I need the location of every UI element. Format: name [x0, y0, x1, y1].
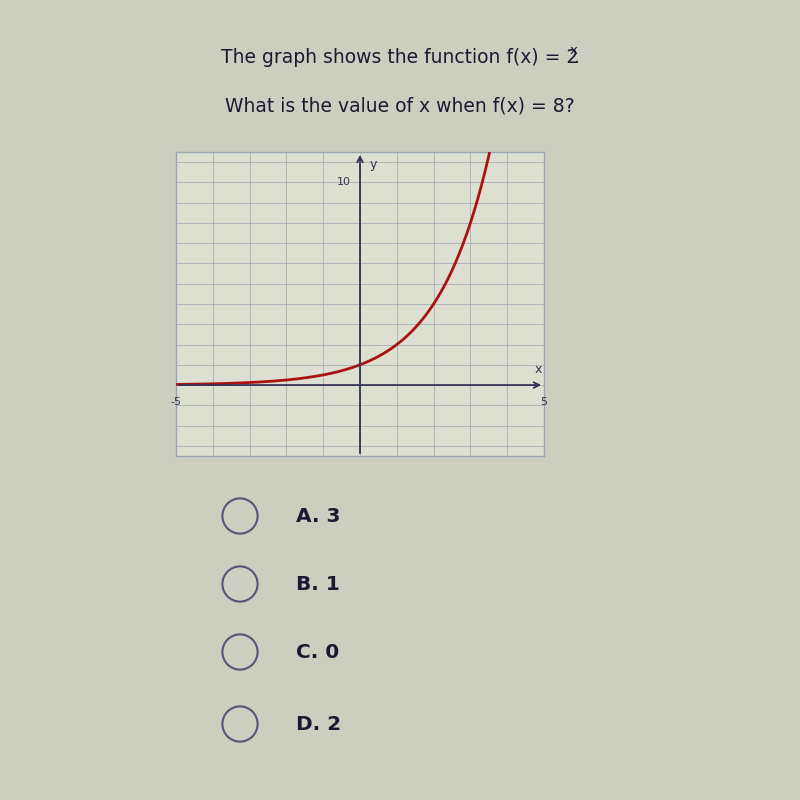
Text: 5: 5: [541, 398, 547, 407]
Text: D. 2: D. 2: [296, 714, 341, 734]
Text: What is the value of x when f(x) = 8?: What is the value of x when f(x) = 8?: [225, 96, 575, 115]
Text: B. 1: B. 1: [296, 574, 340, 594]
Text: A. 3: A. 3: [296, 506, 341, 526]
Text: y: y: [370, 158, 377, 171]
Text: x: x: [534, 363, 542, 376]
Text: The graph shows the function f(x) = 2: The graph shows the function f(x) = 2: [222, 48, 578, 67]
Text: .: .: [574, 48, 580, 67]
Text: C. 0: C. 0: [296, 642, 339, 662]
Text: -5: -5: [170, 398, 182, 407]
Text: 10: 10: [337, 178, 350, 187]
Text: x: x: [570, 44, 578, 58]
